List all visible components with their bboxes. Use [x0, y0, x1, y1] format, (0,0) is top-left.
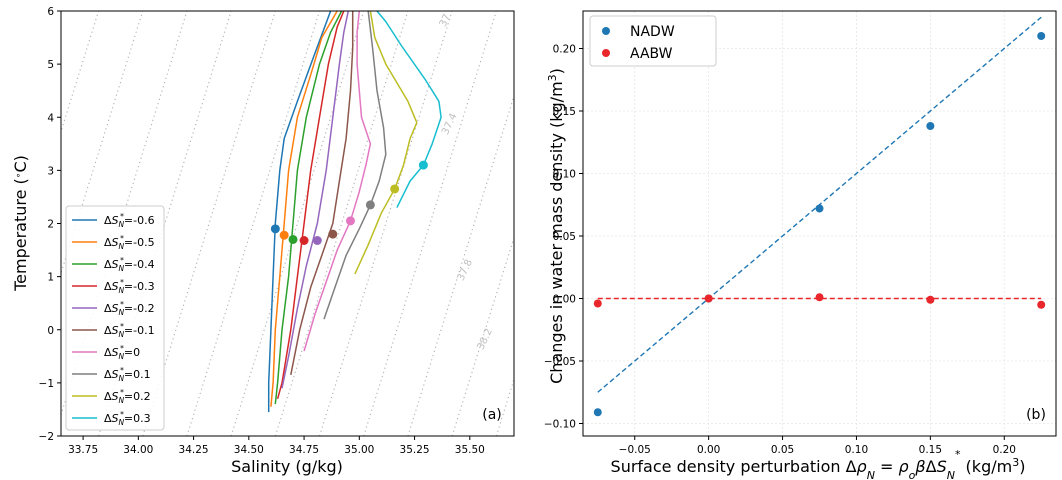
scatter-point: [593, 299, 602, 308]
x-tick-label-b: 0.05: [771, 444, 794, 456]
y-tick-label-a: 1: [47, 272, 54, 284]
scatter-point: [926, 295, 935, 304]
ts-profile-line: [274, 11, 343, 405]
legend-label-a: ΔSN*=-0.2: [104, 300, 155, 317]
legend-label-a: ΔSN*=0.3: [104, 410, 151, 427]
y-tick-label-a: 3: [47, 165, 54, 177]
legend-label-a: ΔSN*=0.2: [104, 388, 151, 405]
ts-profile-marker: [328, 229, 338, 239]
legend-label-a: ΔSN*=-0.5: [104, 234, 155, 251]
x-tick-label-b: 0.20: [993, 444, 1016, 456]
legend-label-a: ΔSN*=-0.3: [104, 278, 155, 295]
legend-label-a: ΔSN*=0.1: [104, 366, 151, 383]
ts-profile-line: [290, 11, 354, 376]
y-tick-label-b: −0.10: [544, 419, 576, 431]
contour-label: 37: [438, 12, 453, 28]
x-tick-label-a: 35.00: [344, 444, 374, 456]
y-tick-label-b: 0.15: [553, 106, 576, 118]
ts-profiles: [267, 11, 442, 413]
legend-label-b: AABW: [630, 46, 673, 62]
y-tick-label-b: −0.05: [544, 356, 576, 368]
ts-profile-line: [323, 11, 387, 320]
x-tick-label-a: 34.75: [289, 444, 319, 456]
ts-profile-marker: [418, 160, 428, 170]
ts-profile-line: [354, 11, 418, 275]
x-tick-label-a: 34.00: [123, 444, 153, 456]
legend-label-a: ΔSN*=-0.6: [104, 212, 155, 229]
y-tick-label-a: 2: [47, 219, 54, 231]
x-tick-label-b: 0.00: [697, 444, 720, 456]
legend-label-a: ΔSN*=-0.4: [104, 256, 155, 273]
scatter-point: [815, 204, 824, 213]
y-tick-label-a: −1: [39, 378, 54, 390]
legend-marker-b: [602, 49, 610, 57]
x-tick-label-b: −0.05: [619, 444, 651, 456]
y-tick-label-b: 0.05: [553, 231, 576, 243]
axes-frame-b: [582, 10, 1057, 437]
ts-profile-line: [270, 11, 338, 407]
y-tick-label-b: 0.00: [553, 294, 576, 306]
legend-label-a: ΔSN*=-0.1: [104, 322, 155, 339]
y-axis-label-b: Changes in water mass density (kg/m3): [546, 68, 567, 384]
x-tick-label-a: 34.25: [179, 444, 209, 456]
ts-profile-marker: [279, 230, 289, 240]
ts-profile-marker: [288, 234, 298, 244]
scatter-point: [704, 294, 713, 303]
density-response-panel: −0.05 0.00 0.05 0.10 0.15 0.20 −0.10 −0.05 0.00…: [544, 10, 1057, 480]
y-tick-label-a: 6: [47, 6, 54, 18]
y-tick-label-a: 4: [47, 112, 54, 124]
x-tick-label-a: 34.50: [234, 444, 264, 456]
legend-a: ΔSN*=-0.6 ΔSN*=-0.5 ΔSN*=-0.4 ΔSN*=-0.3 ΔSN*…: [65, 205, 165, 431]
y-axis-ticks-a: −2 −1 0 1 2 3 4 5 6: [39, 6, 61, 443]
ts-profile-line: [276, 11, 345, 400]
scatter-point: [1037, 32, 1046, 40]
ts-markers: [270, 160, 428, 245]
ts-profile-line: [303, 11, 372, 352]
grid-b: [583, 11, 1056, 436]
ts-profile-marker: [312, 236, 322, 245]
scatter-point: [926, 122, 935, 130]
scatter-point: [815, 293, 824, 302]
scatter-point: [1037, 300, 1046, 309]
x-tick-label-a: 33.75: [68, 444, 98, 456]
x-axis-ticks-a: 33.75 34.00 34.25 34.50 34.75 35.00 35.25 35.50: [68, 436, 485, 456]
x-axis-ticks-b: −0.05 0.00 0.05 0.10 0.15 0.20: [619, 436, 1016, 456]
x-axis-label-b: Surface density perturbation ΔρN = ρoβΔS…: [611, 448, 1026, 480]
legend-marker-b: [602, 27, 610, 35]
scatter-point: [593, 408, 602, 417]
y-tick-label-a: 0: [47, 325, 54, 337]
y-axis-ticks-b: −0.10 −0.05 0.00 0.05 0.10 0.15 0.20: [544, 44, 583, 431]
panel-label-a: (a): [482, 407, 502, 423]
x-tick-label-b: 0.10: [845, 444, 868, 456]
ts-profile-marker: [390, 184, 400, 194]
y-tick-label-b: 0.20: [553, 44, 576, 56]
ts-profile-marker: [270, 224, 280, 234]
ts-profile-line: [281, 11, 350, 389]
panel-label-b: (b): [1026, 407, 1046, 423]
legend-b: NADW AABW: [589, 15, 717, 67]
ts-profile-marker: [345, 216, 355, 226]
x-tick-label-a: 35.25: [400, 444, 430, 456]
legend-label-b: NADW: [630, 24, 675, 40]
ts-profile-line: [376, 11, 442, 208]
y-tick-label-a: −2: [39, 431, 54, 443]
x-axis-label-a: Salinity (g/kg): [231, 457, 343, 476]
x-tick-label-a: 35.50: [455, 444, 485, 456]
ts-profile-marker: [365, 200, 375, 210]
ts-profile-line: [267, 11, 332, 413]
legend-label-a: ΔSN*=0: [104, 344, 140, 361]
x-tick-label-b: 0.15: [919, 444, 942, 456]
y-tick-label-b: 0.10: [553, 169, 576, 181]
ts-profile-marker: [299, 236, 309, 245]
y-axis-label-a: Temperature (∘C): [11, 155, 30, 292]
scatter-points: [593, 32, 1046, 417]
y-tick-label-a: 5: [47, 59, 54, 71]
